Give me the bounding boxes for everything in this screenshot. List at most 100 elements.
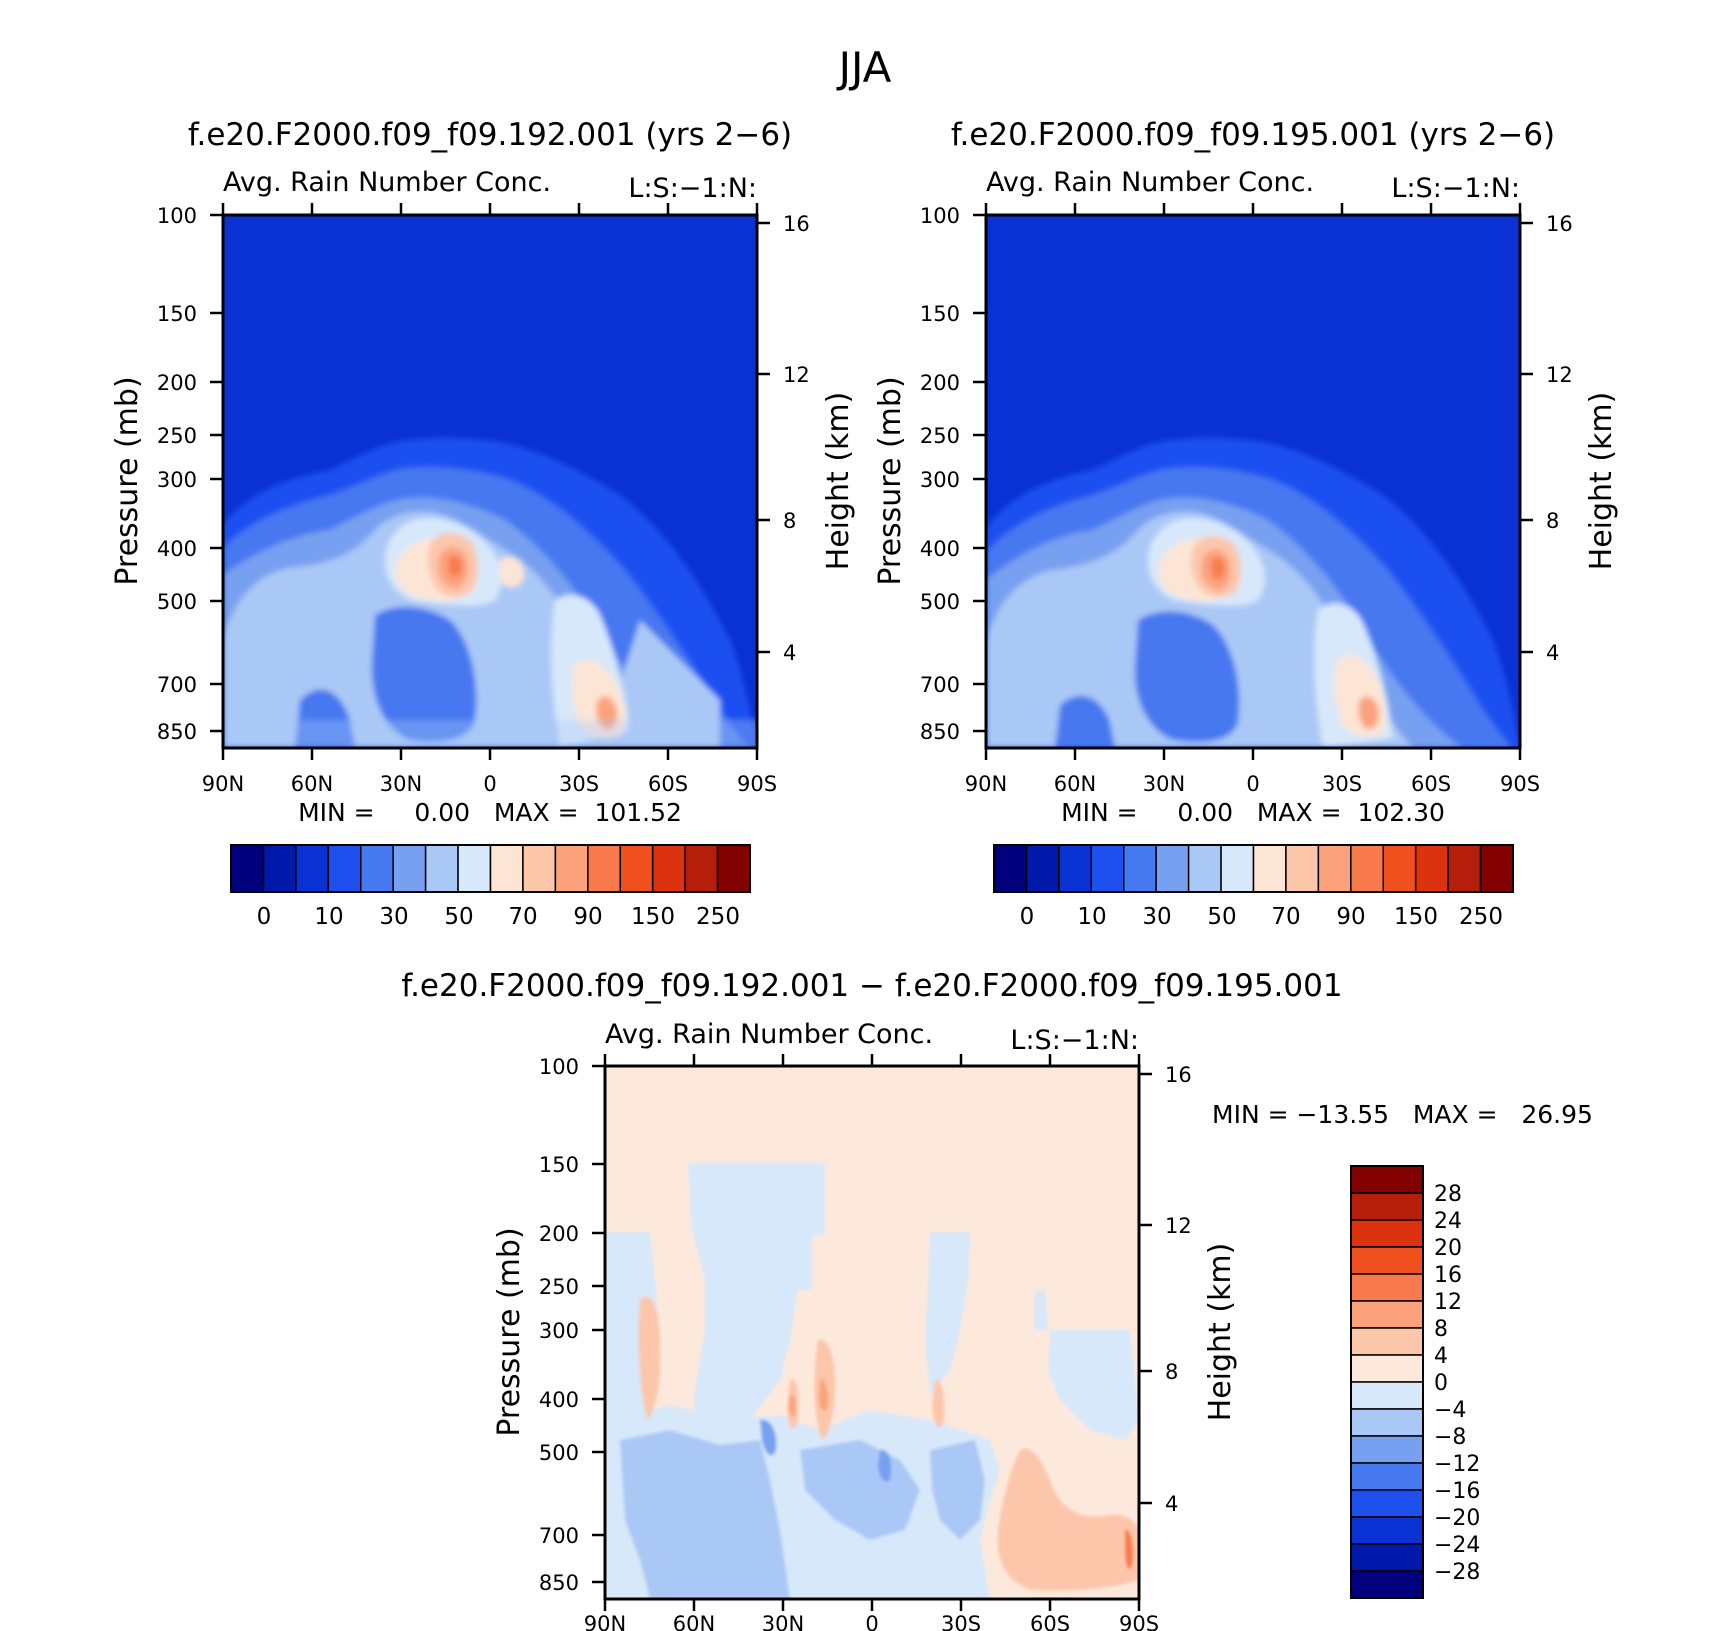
panel-a-xtick: 30N: [380, 772, 422, 796]
panel-c-xtick: 30S: [941, 1612, 981, 1631]
panel-c-ylabel-right: Height (km): [1203, 1243, 1238, 1422]
panel-b-colorbar-swatch: [1252, 844, 1287, 893]
panel-a-colorbar-label: 150: [631, 904, 675, 930]
panel-a-ytick: 400: [157, 537, 197, 561]
panel-a-right-string: L:S:−1:N:: [628, 173, 757, 204]
panel-b-colorbar-swatch: [1447, 844, 1482, 893]
panel-a-ytick: 150: [157, 302, 197, 326]
panel-c-colorbar-swatch: [1350, 1192, 1424, 1221]
panel-c-subtitle: Avg. Rain Number Conc.: [605, 1019, 933, 1050]
panel-c-colorbar-label: 20: [1434, 1236, 1462, 1261]
panel-a: f.e20.F2000.f09_f09.192.001 (yrs 2−6) Av…: [110, 117, 856, 930]
panel-b-colorbar-label: 30: [1142, 904, 1171, 930]
panel-c-ytick: 700: [539, 1524, 579, 1548]
panel-c-ytick: 100: [539, 1055, 579, 1079]
panel-a-ytick: 100: [157, 204, 197, 228]
panel-c-right-string: L:S:−1:N:: [1010, 1025, 1139, 1056]
panel-c-ytick: 150: [539, 1153, 579, 1177]
panel-c-colorbar-label: −28: [1434, 1560, 1480, 1585]
panel-c-colorbar-swatch: [1350, 1273, 1424, 1302]
panel-a-colorbar-label: 50: [444, 904, 473, 930]
panel-b-field: [986, 215, 1520, 748]
panel-a-colorbar-swatch: [360, 844, 394, 893]
panel-c-ytick-right: 16: [1165, 1063, 1192, 1087]
panel-a-colorbar-swatch: [327, 844, 362, 893]
panel-b-colorbar: 0 10 30 50 70 90 150 250: [993, 844, 1514, 930]
panel-b-colorbar-label: 0: [1020, 904, 1035, 930]
panel-c-colorbar-swatch: [1350, 1408, 1424, 1437]
panel-c-colorbar-swatch: [1350, 1435, 1424, 1464]
panel-b-ytick: 200: [920, 371, 960, 395]
panel-c-colorbar-label: 16: [1434, 1263, 1462, 1288]
panel-c-xtick: 60N: [673, 1612, 715, 1631]
panel-b-colorbar-label: 250: [1459, 904, 1503, 930]
panel-b-ytick: 400: [920, 537, 960, 561]
panel-b-colorbar-label: 50: [1207, 904, 1236, 930]
panel-a-colorbar-swatch: [619, 844, 654, 893]
panel-c-colorbar-label: −12: [1434, 1452, 1480, 1477]
panel-b-xtick: 60S: [1411, 772, 1451, 796]
panel-a-colorbar-swatch: [522, 844, 557, 893]
panel-c-ytick: 500: [539, 1441, 579, 1465]
panel-c-colorbar-swatch: [1350, 1381, 1424, 1410]
panel-a-xtick: 90S: [737, 772, 777, 796]
panel-b-colorbar-swatch: [1123, 844, 1157, 893]
panel-c-colorbar-label: 4: [1434, 1344, 1448, 1369]
panel-c-stats: MIN = −13.55 MAX = 26.95: [1212, 1100, 1593, 1129]
panel-a-field: [223, 215, 757, 748]
panel-b-colorbar-swatch: [1285, 844, 1320, 893]
panel-b-ytick: 250: [920, 424, 960, 448]
panel-b-title: f.e20.F2000.f09_f09.195.001 (yrs 2−6): [951, 117, 1555, 153]
panel-a-colorbar-swatch: [392, 844, 427, 893]
panel-a-ytick: 850: [157, 720, 197, 744]
panel-c: f.e20.F2000.f09_f09.192.001 − f.e20.F200…: [401, 968, 1593, 1631]
panel-a-ytick: 200: [157, 371, 197, 395]
panel-c-colorbar-label: −16: [1434, 1479, 1480, 1504]
panel-a-stats: MIN = 0.00 MAX = 101.52: [298, 798, 682, 827]
panel-a-colorbar: 0 10 30 50 70 90 150 250: [230, 844, 751, 930]
panel-a-title: f.e20.F2000.f09_f09.192.001 (yrs 2−6): [188, 117, 792, 153]
panel-a-colorbar-swatch: [295, 844, 330, 893]
panel-c-colorbar-swatch: [1350, 1246, 1424, 1275]
panel-a-ytick: 250: [157, 424, 197, 448]
panel-c-colorbar: 28 24 20 16 12 8 4 0 −4 −8 −12 −16 −20 −…: [1350, 1165, 1480, 1599]
panel-a-axis-ticks: [210, 203, 770, 760]
panel-b-colorbar-swatch: [1317, 844, 1352, 893]
panel-c-colorbar-label: 0: [1434, 1371, 1448, 1396]
panel-a-colorbar-swatch: [651, 844, 686, 893]
panel-c-colorbar-swatch: [1350, 1462, 1424, 1491]
panel-c-xtick: 90N: [584, 1612, 626, 1631]
panel-b-colorbar-label: 10: [1077, 904, 1106, 930]
panel-c-field: [605, 1066, 1139, 1599]
panel-a-colorbar-swatch: [587, 844, 621, 893]
panel-b-xtick: 90S: [1500, 772, 1540, 796]
panel-b-colorbar-swatch: [1479, 844, 1514, 893]
panel-b-subtitle: Avg. Rain Number Conc.: [986, 167, 1314, 198]
panel-a-xtick: 90N: [202, 772, 244, 796]
panel-a-colorbar-swatch: [262, 844, 297, 893]
panel-c-colorbar-swatch: [1350, 1354, 1424, 1383]
panel-a-colorbar-swatch: [230, 844, 265, 893]
panel-c-colorbar-swatch: [1350, 1300, 1424, 1329]
panel-c-colorbar-swatch: [1350, 1489, 1424, 1518]
panel-a-colorbar-swatch: [489, 844, 524, 893]
panel-c-colorbar-swatch: [1350, 1516, 1424, 1545]
panel-b-ytick-right: 16: [1546, 212, 1573, 236]
panel-b-ytick: 300: [920, 468, 960, 492]
panel-b-colorbar-swatch: [1090, 844, 1125, 893]
panel-c-colorbar-swatch: [1350, 1327, 1424, 1356]
panel-b-colorbar-label: 70: [1271, 904, 1300, 930]
panel-b-colorbar-swatch: [1155, 844, 1190, 893]
panel-a-ytick: 300: [157, 468, 197, 492]
panel-b-ytick: 700: [920, 673, 960, 697]
panel-a-colorbar-swatch: [716, 844, 751, 893]
panel-c-xtick: 60S: [1030, 1612, 1070, 1631]
panel-a-ylabel-right: Height (km): [821, 392, 856, 571]
panel-b-xtick: 30N: [1143, 772, 1185, 796]
panel-c-colorbar-label: 24: [1434, 1209, 1462, 1234]
panel-b-colorbar-swatch: [993, 844, 1028, 893]
panel-c-colorbar-swatch: [1350, 1570, 1424, 1599]
panel-b-colorbar-swatch: [1382, 844, 1417, 893]
panel-a-ylabel: Pressure (mb): [110, 376, 145, 585]
